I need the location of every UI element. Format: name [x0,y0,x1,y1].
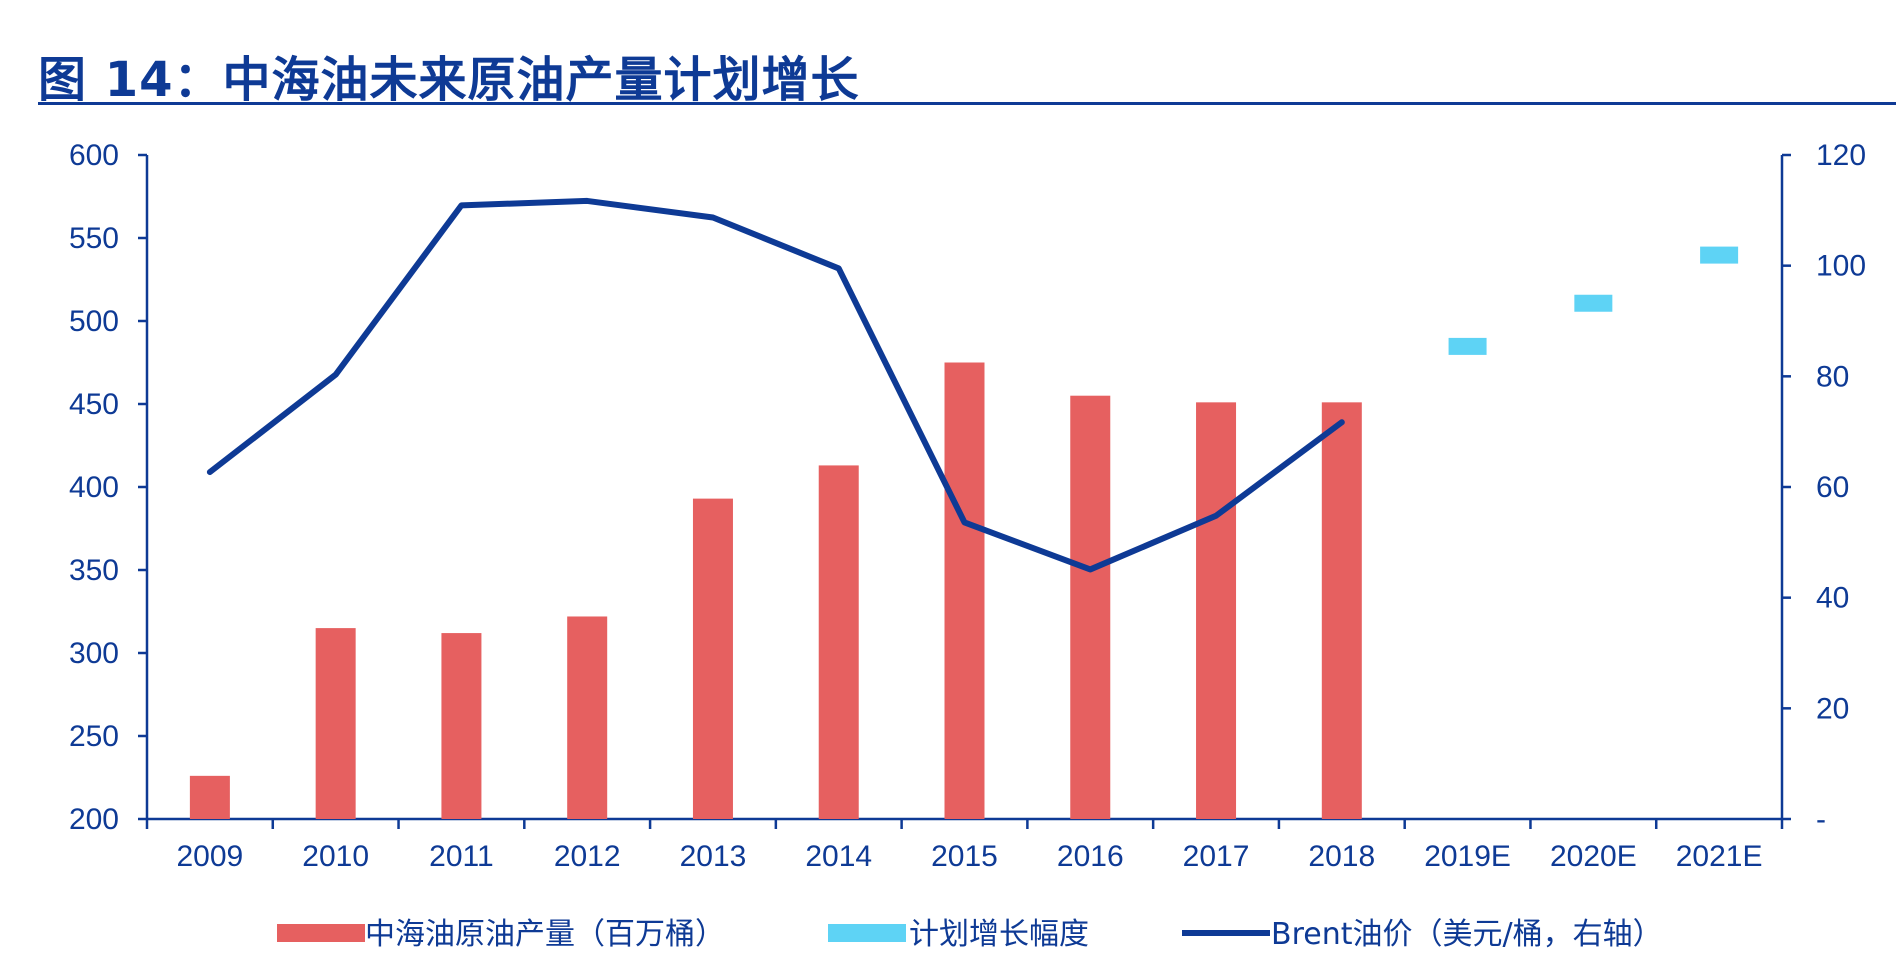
y-right-tick-label: 20 [1816,692,1849,725]
production-bar [692,498,733,819]
legend-swatch-planned-growth [828,924,906,942]
x-tick-label: 2017 [1183,840,1250,873]
x-tick-label: 2020E [1550,840,1637,873]
y-right-tick-label: - [1816,803,1826,836]
y-left-tick-label: 350 [69,554,119,587]
planned-growth-marker [1574,294,1613,312]
legend-swatch-production [277,924,365,942]
y-left-tick-label: 450 [69,388,119,421]
x-tick-label: 2011 [429,840,494,873]
production-bar [1321,402,1362,819]
y-right-tick-label: 80 [1816,360,1849,393]
production-bar [441,633,482,819]
x-tick-label: 2014 [805,840,872,873]
x-tick-label: 2010 [302,840,369,873]
production-bar [818,465,859,819]
y-right-tick-label: 60 [1816,471,1849,504]
y-left-tick-label: 300 [69,637,119,670]
y-right-tick-label: 100 [1816,250,1866,283]
y-left-tick-label: 500 [69,305,119,338]
legend-label-brent: Brent油价（美元/桶，右轴） [1271,917,1663,952]
legend-label-production: 中海油原油产量（百万桶） [365,917,725,952]
y-right-tick-label: 120 [1816,139,1866,172]
x-tick-label: 2012 [554,840,621,873]
x-tick-label: 2015 [931,840,998,873]
title-divider [38,102,1896,105]
production-bar [1070,395,1111,819]
production-bar [189,775,230,819]
y-right-tick-label: 40 [1816,582,1849,615]
chart-title: 图 14：中海油未来原油产量计划增长 [38,52,860,108]
production-bar [567,616,608,819]
production-bar [1196,402,1237,819]
x-tick-label: 2013 [680,840,747,873]
x-tick-label: 2009 [177,840,244,873]
legend-label-planned-growth: 计划增长幅度 [909,917,1089,952]
x-tick-label: 2019E [1424,840,1511,873]
x-tick-label: 2016 [1057,840,1124,873]
planned-growth-marker [1448,337,1487,355]
production-bar [944,362,985,819]
y-left-tick-label: 550 [69,222,119,255]
y-left-tick-label: 250 [69,720,119,753]
planned-growth-marker [1700,246,1739,264]
y-left-tick-label: 200 [69,803,119,836]
brent-price-line [206,197,1345,573]
production-bar [315,628,356,819]
x-tick-label: 2018 [1308,840,1375,873]
x-tick-label: 2021E [1676,840,1763,873]
y-left-tick-label: 400 [69,471,119,504]
y-left-tick-label: 600 [69,139,119,172]
